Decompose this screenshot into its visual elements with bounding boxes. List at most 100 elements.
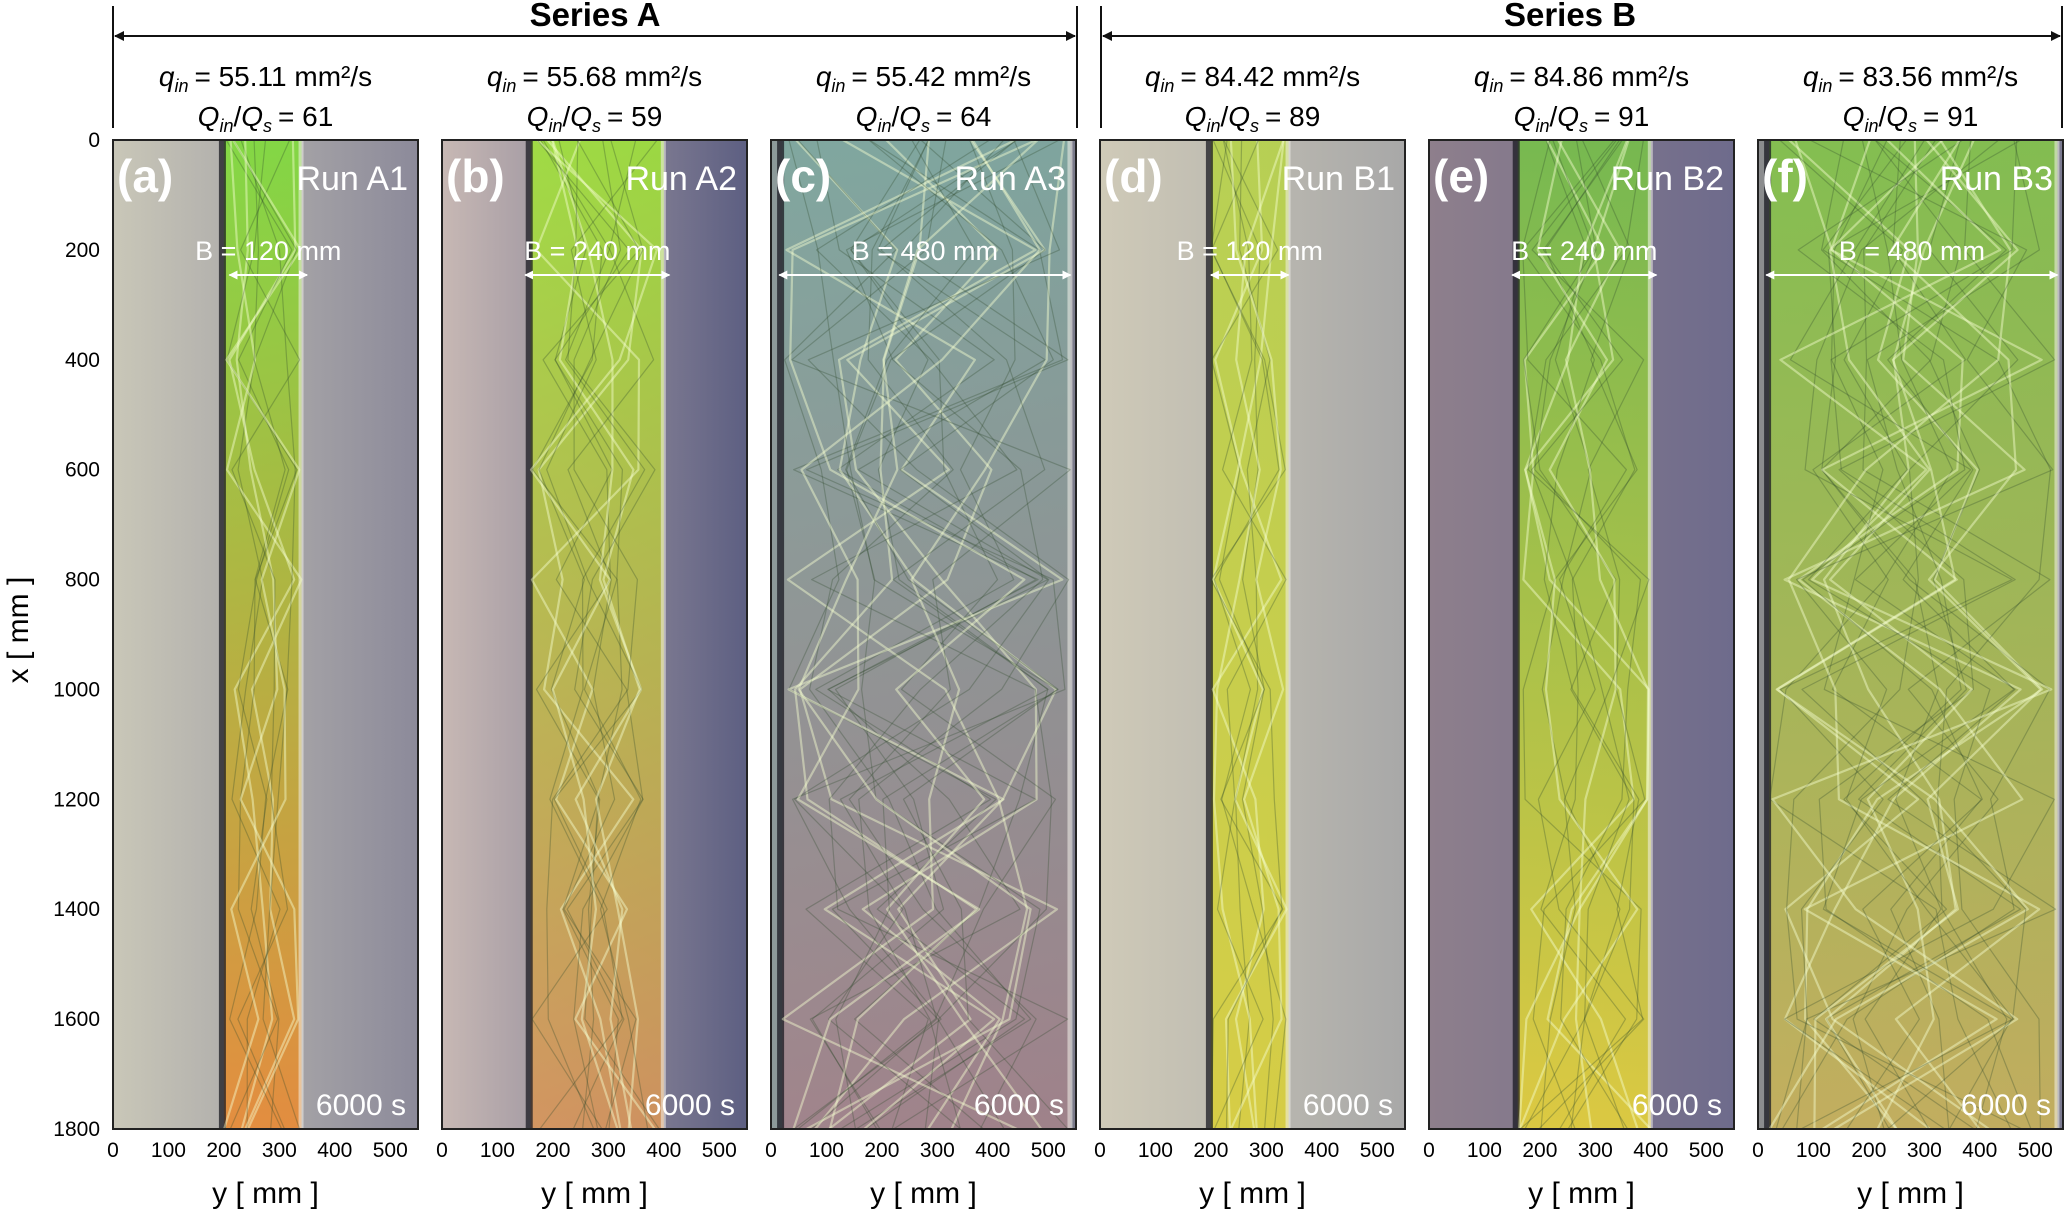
braid-thread	[231, 140, 301, 1129]
braid-thread	[539, 140, 646, 1129]
braid-thread	[531, 140, 660, 1129]
x-tick-label: 400	[1962, 1139, 1997, 1162]
braid-thread	[530, 140, 656, 1129]
channel-width-label: B = 240 mm	[1511, 236, 1657, 266]
braid-thread	[240, 140, 301, 1129]
braid-thread	[1783, 140, 2055, 1129]
x-tick-label: 300	[1907, 1139, 1942, 1162]
channel-wall-left	[1205, 140, 1213, 1129]
braid-thread	[1787, 140, 2041, 1129]
braid-thread	[1797, 140, 1983, 1129]
braid-thread	[1518, 140, 1639, 1129]
panel-letter: (b)	[446, 150, 505, 202]
discharge-label: qin = 55.42 mm²/s	[816, 61, 1031, 96]
braid-thread	[1786, 140, 2023, 1129]
braid-thread	[1776, 140, 2043, 1129]
panel-c: (c) Run A3 B = 480 mm 6000 s qin = 55.42 mm²/…	[765, 61, 1077, 1210]
x-tick-label: 400	[1633, 1139, 1668, 1162]
channel-width-label: B = 120 mm	[195, 236, 341, 266]
time-label: 6000 s	[316, 1089, 406, 1122]
x-tick-label: 100	[151, 1139, 186, 1162]
braid-thread	[1522, 140, 1639, 1129]
braid-thread	[1818, 140, 2056, 1129]
braid-thread	[225, 140, 293, 1129]
braid-thread	[554, 140, 644, 1129]
panel-f: (f) Run B3 B = 480 mm 6000 s qin = 83.56 mm²/…	[1752, 61, 2064, 1210]
braid-thread	[542, 140, 655, 1129]
time-label: 6000 s	[1303, 1089, 1393, 1122]
y-tick-label: 1400	[53, 898, 100, 921]
discharge-label: qin = 55.68 mm²/s	[487, 61, 702, 96]
braid-thread	[1768, 140, 2029, 1129]
braid-thread	[807, 140, 1070, 1129]
braid-thread	[1788, 140, 2044, 1129]
x-tick-label: 200	[1193, 1139, 1228, 1162]
channel-wall-left	[777, 140, 785, 1129]
x-tick-label: 500	[2018, 1139, 2053, 1162]
y-tick-label: 1200	[53, 788, 100, 811]
x-tick-label: 200	[206, 1139, 241, 1162]
braid-thread	[1828, 140, 1973, 1129]
channel-wall-left	[1512, 140, 1520, 1129]
x-tick-label: 100	[809, 1139, 844, 1162]
panel-letter: (a)	[117, 150, 173, 202]
channel-wall-left	[525, 140, 533, 1129]
braid-thread	[1769, 140, 2012, 1129]
run-label: Run A3	[954, 160, 1066, 198]
braid-thread	[223, 140, 302, 1129]
braid-thread	[1523, 140, 1635, 1129]
y-tick-label: 1600	[53, 1008, 100, 1031]
y-axis-title: x [ mm ]	[2, 577, 35, 684]
braid-thread	[1779, 140, 2041, 1129]
braid-thread	[1521, 140, 1636, 1129]
channel-wall-right	[660, 140, 666, 1129]
braid-thread	[809, 140, 1032, 1129]
braid-thread	[1536, 140, 1617, 1129]
panel-frame	[1099, 139, 1406, 1130]
channel-bed	[530, 140, 664, 1129]
x-axis-title: y [ mm ]	[541, 1177, 648, 1210]
x-tick-label: 500	[1360, 1139, 1395, 1162]
braid-thread	[792, 140, 1041, 1129]
braid-thread	[811, 140, 1049, 1129]
braid-thread	[828, 140, 1069, 1129]
braid-thread	[788, 140, 1069, 1129]
panel-letter: (c)	[775, 150, 831, 202]
braid-thread	[231, 140, 298, 1129]
braid-thread	[1771, 140, 2053, 1129]
braid-thread	[1821, 140, 1962, 1129]
braid-thread	[811, 140, 1037, 1129]
channel-width-label: B = 480 mm	[852, 236, 998, 266]
braid-thread	[1812, 140, 1982, 1129]
braid-thread	[1531, 140, 1630, 1129]
braid-thread	[1212, 140, 1288, 1129]
braid-thread	[797, 140, 1057, 1129]
channel-width-label: B = 480 mm	[1839, 236, 1985, 266]
time-label: 6000 s	[1961, 1089, 2051, 1122]
braid-thread	[529, 140, 658, 1129]
x-axis-title: y [ mm ]	[870, 1177, 977, 1210]
panel-frame	[441, 139, 748, 1130]
channel-wall-right	[1285, 140, 1291, 1129]
braid-thread	[1531, 140, 1646, 1129]
series-a-label: Series A	[530, 0, 661, 33]
braid-thread	[827, 140, 1049, 1129]
x-tick-label: 500	[373, 1139, 408, 1162]
braid-thread	[1781, 140, 2051, 1129]
panel-frame	[1428, 139, 1735, 1130]
channel-width-label: B = 120 mm	[1177, 236, 1323, 266]
braid-thread	[1822, 140, 1975, 1129]
x-tick-label: 500	[1031, 1139, 1066, 1162]
x-tick-label: 0	[765, 1139, 777, 1162]
discharge-ratio-label: Qin/Qs = 64	[856, 101, 992, 136]
braid-thread	[226, 140, 298, 1129]
braid-thread	[225, 140, 303, 1129]
braid-thread	[228, 140, 297, 1129]
braid-thread	[567, 140, 656, 1129]
x-tick-label: 100	[1467, 1139, 1502, 1162]
braid-thread	[1519, 140, 1644, 1129]
braid-thread	[792, 140, 1069, 1129]
panel-letter: (f)	[1762, 150, 1808, 202]
discharge-ratio-label: Qin/Qs = 61	[198, 101, 334, 136]
